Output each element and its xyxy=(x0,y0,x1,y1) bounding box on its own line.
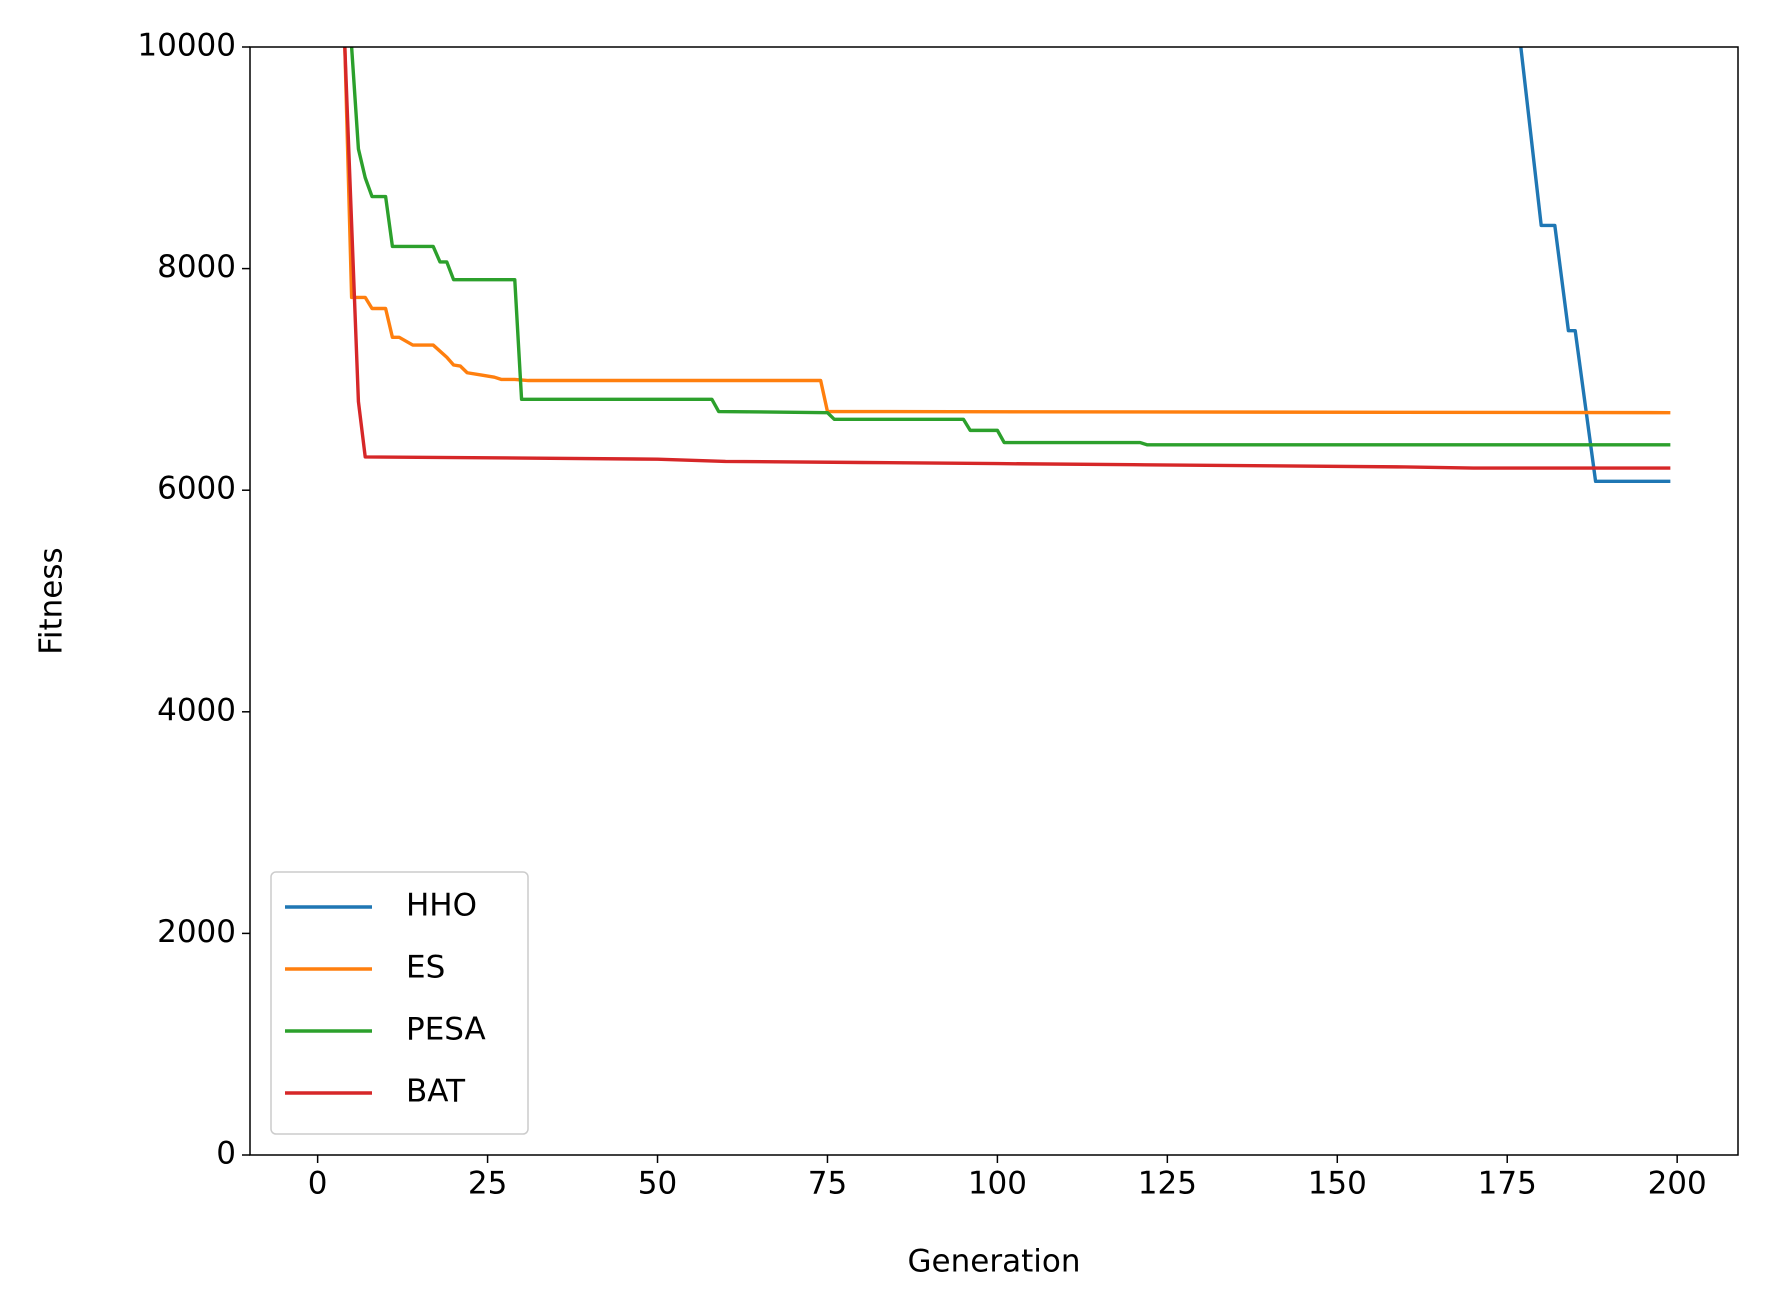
x-tick-label: 175 xyxy=(1478,1166,1537,1202)
legend-box xyxy=(270,871,529,1135)
legend-label: PESA xyxy=(406,1012,486,1048)
legend-label: ES xyxy=(406,950,445,986)
y-tick-label: 0 xyxy=(216,1136,236,1172)
x-tick-label: 100 xyxy=(968,1166,1027,1202)
y-tick-label: 8000 xyxy=(157,249,236,285)
y-tick-label: 10000 xyxy=(137,28,236,64)
line-series xyxy=(349,47,1671,447)
y-tick-label: 4000 xyxy=(157,692,236,728)
legend-label: HHO xyxy=(406,888,477,924)
x-tick-label: 200 xyxy=(1648,1166,1707,1202)
line-series xyxy=(343,47,1671,470)
x-tick-label: 125 xyxy=(1138,1166,1197,1202)
x-tick-label: 75 xyxy=(808,1166,847,1202)
x-tick-label: 25 xyxy=(468,1166,507,1202)
x-axis-label: Generation xyxy=(908,1244,1081,1280)
plot-frame xyxy=(249,46,1739,1156)
x-tick-label: 50 xyxy=(638,1166,677,1202)
y-axis-label: Fitness xyxy=(34,547,70,654)
x-tick-label: 0 xyxy=(308,1166,328,1202)
legend-label: BAT xyxy=(406,1074,466,1110)
y-tick-label: 2000 xyxy=(157,914,236,950)
y-tick-label: 6000 xyxy=(157,471,236,507)
line-series xyxy=(1519,47,1671,484)
x-tick-label: 150 xyxy=(1308,1166,1367,1202)
line-series xyxy=(343,47,1671,415)
